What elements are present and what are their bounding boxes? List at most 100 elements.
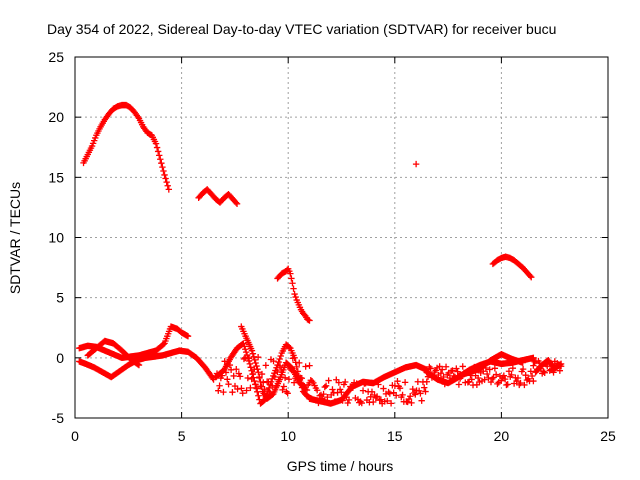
mid-wave-point <box>233 200 241 208</box>
dense-low-band-2-point <box>404 398 411 406</box>
dense-low-band-2-point <box>375 381 382 388</box>
low-track-e-point <box>248 347 256 354</box>
dense-low-band-3-point <box>519 365 527 373</box>
dense-low-band-1-point <box>230 372 237 380</box>
dense-low-band-4-point <box>545 357 552 364</box>
dense-low-band-3-point <box>500 372 508 379</box>
dense-low-band-1-point <box>215 387 222 394</box>
low-track-d-point <box>242 348 250 356</box>
dense-low-band-2-point <box>412 391 419 398</box>
dense-low-band-1-point <box>253 385 261 392</box>
dense-low-band-1-point <box>289 355 297 362</box>
x-axis-title: GPS time / hours <box>287 458 394 474</box>
dense-low-band-4-point <box>556 367 564 374</box>
dense-low-band-1-point <box>301 382 308 390</box>
y-tick-label: 5 <box>56 290 64 306</box>
dense-low-band-3-point <box>471 363 478 371</box>
low-track-d-point <box>246 360 254 368</box>
x-tick-label: 20 <box>494 428 510 444</box>
dense-low-band-1-point <box>220 388 227 396</box>
dense-low-band-3-point <box>453 365 460 372</box>
y-tick-label: 10 <box>48 230 64 246</box>
dense-low-band-1-point <box>272 382 280 390</box>
dense-low-band-3-point <box>530 377 537 385</box>
dense-low-band-2-point <box>345 396 353 404</box>
dense-low-band-2-point <box>399 391 406 399</box>
dense-low-band-3-point <box>514 374 522 382</box>
dense-low-band-2-point <box>422 388 429 395</box>
dense-low-band-2-point <box>336 386 344 393</box>
dense-low-band-1-point <box>265 378 272 385</box>
dense-low-band-1-point <box>303 386 311 394</box>
dense-low-band-2-point <box>401 379 409 386</box>
dense-low-band-3-point <box>446 374 454 382</box>
low-track-e-point <box>255 369 262 376</box>
dense-low-band-1-point <box>285 376 293 383</box>
high-arc-point <box>159 163 166 171</box>
dense-low-band-1-point <box>306 362 313 369</box>
dense-low-band-1-point <box>238 385 245 392</box>
dense-low-band-1-point <box>233 366 240 373</box>
low-track-d-point <box>242 346 249 353</box>
ten-hour-arc-point <box>290 285 297 292</box>
low-track-d-point <box>293 363 300 371</box>
dense-low-band-2-point <box>329 386 336 393</box>
dense-low-band-3-point <box>521 381 528 389</box>
x-tick-label: 5 <box>178 428 186 444</box>
dense-low-band-2-point <box>335 379 343 386</box>
dense-low-band-3-point <box>459 363 466 370</box>
dense-low-band-1-point <box>287 365 294 373</box>
high-arc-point <box>153 144 161 151</box>
axis-ticks <box>74 56 609 419</box>
dense-low-band-3-point <box>522 371 529 379</box>
dense-low-band-2-point <box>324 393 331 401</box>
high-arc-point <box>157 156 164 163</box>
dense-low-band-3-point <box>528 372 536 380</box>
dense-low-band-2-point <box>326 400 334 407</box>
dense-low-band-1-point <box>248 375 255 383</box>
isolated-point-point <box>412 160 420 168</box>
high-arc-point <box>160 167 167 175</box>
dense-low-band-2-point <box>386 390 394 397</box>
dense-low-band-2-point <box>373 393 381 400</box>
ten-hour-arc-point <box>292 293 299 301</box>
low-track-a-point <box>184 332 192 340</box>
high-arc-point <box>154 148 162 155</box>
dense-low-band-2-point <box>418 397 425 404</box>
dense-low-band-2-point <box>321 383 329 391</box>
low-track-d-point <box>255 392 262 399</box>
dense-low-band-3-point <box>437 370 445 377</box>
x-tick-label: 25 <box>600 428 616 444</box>
dense-low-band-3-point <box>430 372 437 380</box>
high-arc-point <box>163 178 170 186</box>
dense-low-band-3-point <box>517 379 524 387</box>
dense-low-band-2-point <box>423 378 430 385</box>
dense-low-band-3-point <box>458 373 465 380</box>
dense-low-band-2-point <box>392 392 400 399</box>
dense-low-band-3-point <box>513 378 520 385</box>
dense-low-band-2-point <box>384 397 391 405</box>
y-tick-label: 0 <box>56 350 64 366</box>
dense-low-band-1-point <box>257 382 264 390</box>
dense-low-band-3-point <box>450 372 457 380</box>
dense-low-band-3-point <box>438 366 446 373</box>
dense-low-band-3-point <box>427 365 434 372</box>
low-track-d-point <box>286 344 293 351</box>
dense-low-band-2-point <box>421 384 428 391</box>
dense-low-band-3-point <box>442 363 450 370</box>
ten-hour-arc-point <box>288 275 295 282</box>
dense-low-band-1-point <box>262 362 270 369</box>
dense-low-band-3-point <box>501 375 509 383</box>
dense-low-band-1-point <box>271 373 279 381</box>
dense-low-band-2-point <box>417 390 424 397</box>
dense-low-band-1-point <box>279 386 286 394</box>
dense-low-band-1-point <box>251 366 258 373</box>
dense-low-band-3-point <box>474 374 482 382</box>
twenty-hour-arc-point <box>528 274 535 281</box>
dense-low-band-1-point <box>247 384 254 392</box>
dense-low-band-2-point <box>359 387 367 394</box>
dense-low-band-1-point <box>270 357 277 365</box>
dense-low-band-4-point <box>541 369 548 376</box>
x-tick-label: 0 <box>71 428 79 444</box>
